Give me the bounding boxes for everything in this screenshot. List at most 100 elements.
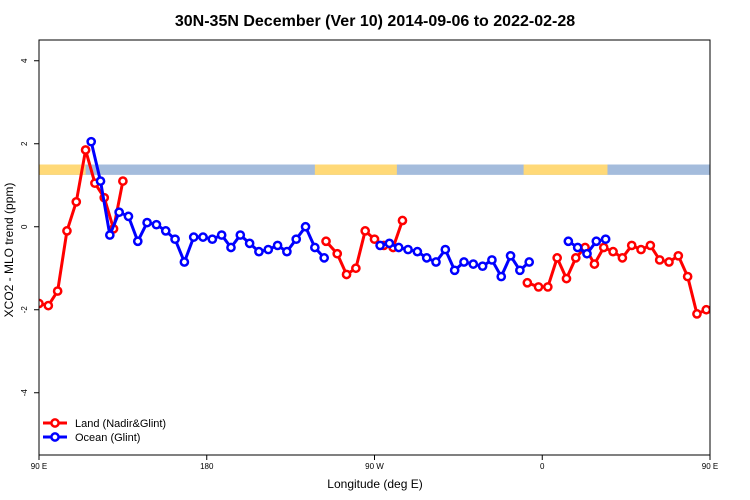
data-point-ocean: [216, 230, 227, 240]
data-point-land: [52, 286, 63, 296]
data-point-ocean: [600, 234, 611, 245]
y-tick-label: -4: [20, 389, 29, 397]
data-point-ocean: [403, 244, 413, 255]
data-point-land: [626, 240, 637, 251]
data-point-land: [118, 176, 128, 186]
data-point-land: [740, 227, 747, 234]
data-point-ocean: [582, 248, 592, 259]
x-tick-label: 0: [540, 462, 545, 471]
data-point-ocean: [179, 257, 190, 267]
data-point-land: [731, 287, 738, 294]
y-tick-label: -2: [20, 306, 29, 314]
data-point-land: [654, 255, 665, 265]
data-point-ocean: [207, 234, 218, 245]
data-point-land: [80, 145, 91, 155]
data-point-ocean: [188, 232, 199, 242]
data-point-land: [369, 234, 380, 245]
data-point-ocean: [244, 238, 255, 249]
legend-label: Ocean (Glint): [75, 432, 140, 444]
data-point-ocean: [310, 242, 320, 253]
x-tick-label: 90 E: [31, 462, 47, 471]
data-point-ocean: [505, 250, 516, 261]
data-point-land: [321, 236, 331, 247]
data-point-ocean: [563, 236, 574, 247]
legend-swatch-marker: [50, 418, 60, 428]
data-point-ocean: [524, 257, 535, 267]
data-point-ocean: [300, 221, 311, 232]
x-tick-label: 180: [200, 462, 214, 471]
data-point-land: [598, 242, 609, 253]
data-point-ocean: [459, 257, 469, 267]
data-point-land: [692, 309, 702, 319]
legend-label: Land (Nadir&Glint): [75, 418, 166, 430]
data-point-ocean: [160, 226, 171, 236]
series-line-ocean: [89, 141, 326, 264]
legend-swatch-marker: [50, 432, 60, 442]
y-axis: -4 -2 0 2 4: [20, 58, 39, 396]
data-point-ocean: [254, 246, 264, 257]
series-ocean: [86, 136, 611, 282]
data-point-ocean: [123, 211, 134, 222]
y-tick-label: 2: [20, 141, 29, 146]
data-point-land: [43, 300, 54, 311]
y-tick-label: 0: [20, 224, 29, 229]
data-point-land: [636, 244, 646, 255]
chart-title: 30N-35N December (Ver 10) 2014-09-06 to …: [175, 13, 575, 30]
land-band-segment: [314, 164, 397, 175]
x-axis: 90 E 180 90 W 0 90 E: [31, 455, 718, 471]
data-point-ocean: [95, 176, 106, 186]
data-point-land: [682, 271, 693, 282]
x-tick-label: 90 W: [365, 462, 384, 471]
data-point-land: [62, 226, 72, 236]
data-point-ocean: [591, 236, 602, 247]
plot-frame: [38, 39, 711, 456]
data-point-land: [645, 240, 656, 251]
data-point-land: [721, 302, 728, 309]
data-point-ocean: [393, 242, 404, 253]
legend-item-land: Land (Nadir&Glint): [43, 418, 166, 430]
x-axis-label: Longitude (deg E): [327, 477, 422, 491]
data-point-ocean: [468, 259, 479, 269]
data-point-ocean: [282, 246, 292, 257]
data-point-land: [617, 253, 628, 263]
data-point-land: [608, 246, 618, 257]
series-layer: [39, 136, 747, 319]
y-axis-label: XCO2 - MLO trend (ppm): [2, 183, 16, 318]
data-point-land: [351, 263, 361, 274]
data-point-ocean: [319, 253, 330, 263]
land-band-segment: [719, 165, 750, 175]
data-point-ocean: [515, 265, 525, 276]
data-point-ocean: [440, 244, 451, 255]
landmask-band: [39, 164, 750, 175]
data-point-land: [712, 300, 719, 307]
data-point-ocean: [198, 232, 208, 242]
data-point-ocean: [104, 230, 115, 240]
data-point-land: [664, 257, 674, 267]
data-point-ocean: [226, 242, 236, 253]
legend-item-ocean: Ocean (Glint): [43, 432, 140, 444]
land-band-segment: [39, 164, 86, 175]
data-point-land: [552, 253, 563, 263]
data-point-ocean: [421, 253, 432, 263]
data-point-ocean: [142, 217, 152, 228]
data-point-ocean: [235, 230, 246, 240]
data-point-land: [533, 282, 544, 292]
data-point-ocean: [263, 244, 274, 255]
x-tick-label: 90 E: [702, 462, 718, 471]
data-point-ocean: [572, 242, 583, 253]
data-point-land: [360, 226, 371, 236]
data-point-ocean: [170, 234, 180, 245]
data-point-land: [332, 248, 343, 259]
data-point-ocean: [291, 234, 302, 245]
data-point-ocean: [151, 219, 162, 230]
data-point-land: [701, 304, 710, 315]
data-point-ocean: [132, 236, 143, 247]
data-point-ocean: [384, 238, 395, 249]
data-point-ocean: [375, 240, 385, 251]
data-point-land: [570, 253, 581, 263]
data-point-ocean: [477, 261, 488, 272]
data-point-ocean: [449, 265, 460, 276]
land-band-segment: [523, 164, 608, 175]
data-point-land: [522, 277, 533, 288]
